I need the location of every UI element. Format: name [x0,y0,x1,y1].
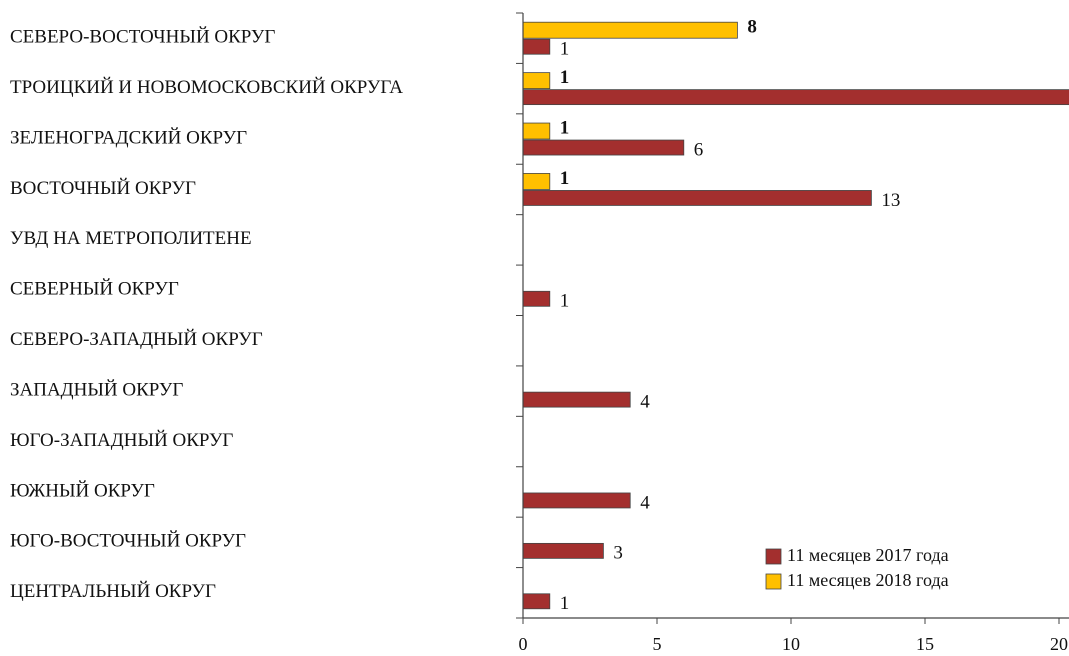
x-tick-label: 0 [519,634,528,654]
bar [523,72,551,90]
category-label: УВД НА МЕТРОПОЛИТЕНЕ [10,228,252,249]
category-label: СЕВЕРО-ЗАПАДНЫЙ ОКРУГ [10,329,263,350]
bar [523,391,631,408]
bar [523,290,551,307]
plot-area [523,21,1069,610]
category-label: ЗАПАДНЫЙ ОКРУГ [10,379,183,400]
bar [523,89,1069,106]
data-label: 1 [560,593,570,614]
data-label: 1 [560,39,570,60]
x-tick-label: 15 [916,634,934,654]
category-label: ЦЕНТРАЛЬНЫЙ ОКРУГ [10,581,216,602]
data-label: 1 [560,117,570,138]
x-tick-label: 10 [782,634,800,654]
bar [523,139,685,156]
category-label: ЮГО-ВОСТОЧНЫЙ ОКРУГ [10,531,246,552]
legend-label: 11 месяцев 2018 года [787,570,949,590]
bar [523,38,551,55]
category-label: ТРОИЦКИЙ И НОВОМОСКОВСКИЙ ОКРУГА [10,77,403,98]
data-label: 1 [560,168,570,189]
data-label: 6 [694,139,704,160]
category-label: ЮЖНЫЙ ОКРУГ [10,480,155,501]
data-label: 8 [747,17,757,38]
data-label: 13 [881,190,900,211]
data-label: 4 [640,492,650,513]
bar [523,21,738,39]
bar [523,542,604,559]
category-label: СЕВЕРНЫЙ ОКРУГ [10,279,179,300]
x-tick-label: 20 [1050,634,1068,654]
legend-label: 11 месяцев 2017 года [787,545,949,565]
category-label: ЗЕЛЕНОГРАДСКИЙ ОКРУГ [10,127,247,148]
data-label: 3 [613,543,623,564]
data-label: 1 [560,291,570,312]
bar [523,122,551,140]
bar [523,593,551,610]
legend-swatch [765,573,782,590]
legend-swatch [765,548,782,565]
category-label: СЕВЕРО-ВОСТОЧНЫЙ ОКРУГ [10,27,275,48]
category-label: ВОСТОЧНЫЙ ОКРУГ [10,178,196,199]
x-tick-label: 5 [653,634,662,654]
bar [523,190,872,206]
category-label: ЮГО-ЗАПАДНЫЙ ОКРУГ [10,430,233,451]
bar [523,492,631,509]
data-label: 1 [560,67,570,88]
data-label: 4 [640,391,650,412]
bar [523,173,551,190]
